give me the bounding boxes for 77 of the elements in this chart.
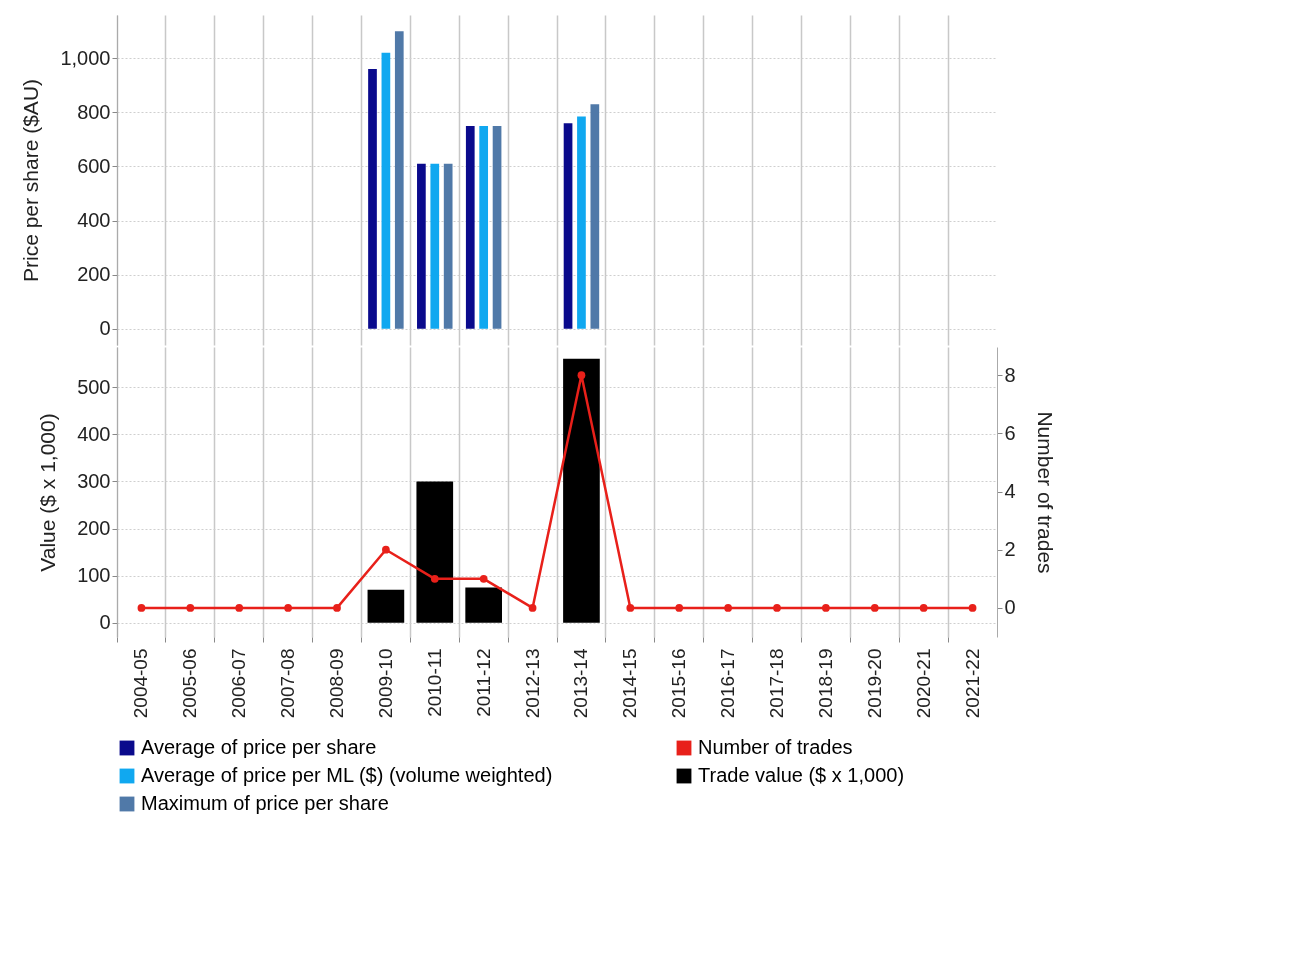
y-tick-label: 0 [99, 317, 111, 340]
point [968, 604, 977, 612]
bar [417, 163, 426, 329]
y-axis-title: Value ($ x 1,000) [36, 413, 60, 572]
point [822, 604, 830, 612]
legend-label: Average of price per ML ($) (volume weighted) [141, 764, 553, 786]
x-tick-label: 2008-09 [326, 648, 347, 719]
point [724, 604, 732, 612]
x-tick-label: 2009-10 [374, 648, 396, 719]
point [186, 604, 195, 612]
x-tick-label: 2021-22 [961, 648, 983, 719]
x-tick-label: 2014-15 [619, 648, 641, 719]
bar [416, 481, 454, 623]
point [137, 604, 146, 612]
x-tick-label: 2020-21 [912, 648, 934, 719]
x-tick-label: 2013-14 [570, 648, 592, 719]
y-tick-label: 600 [77, 154, 111, 177]
point [773, 604, 781, 612]
y-tick-label: 0 [99, 611, 111, 634]
y-tick-label: 800 [77, 100, 111, 123]
x-tick-label: 2007-08 [277, 648, 299, 719]
point [870, 604, 879, 612]
legend-label: Maximum of price per share [141, 792, 389, 814]
y-tick-label: 1,000 [60, 46, 111, 69]
bar [465, 587, 502, 623]
bar [430, 163, 440, 329]
y2-tick-label: 4 [1004, 480, 1016, 503]
y-tick-label: 500 [77, 375, 111, 398]
legend-label: Number of trades [698, 736, 853, 758]
y-tick-label: 100 [77, 564, 111, 587]
bar [367, 589, 405, 623]
legend-label: Average of price per share [141, 736, 377, 758]
bar [492, 125, 502, 329]
x-tick-label: 2006-07 [228, 648, 250, 719]
y2-tick-label: 6 [1004, 421, 1016, 444]
bar [368, 69, 377, 329]
x-tick-label: 2019-20 [863, 648, 885, 719]
y2-tick-label: 0 [1004, 596, 1016, 619]
point [430, 574, 439, 583]
point [919, 604, 928, 612]
bar [394, 31, 404, 329]
bar [381, 52, 391, 329]
y-tick-label: 400 [77, 209, 111, 232]
x-tick-label: 2011-12 [472, 648, 494, 717]
point [577, 371, 586, 380]
point [675, 604, 684, 612]
x-tick-label: 2004-05 [130, 648, 152, 719]
y-axis-title: Price per share ($AU) [19, 78, 43, 283]
bar [465, 125, 475, 329]
y-tick-label: 200 [77, 263, 111, 286]
y-tick-label: 400 [77, 422, 111, 445]
bar [479, 125, 489, 329]
x-tick-label: 2005-06 [179, 648, 201, 719]
point [528, 604, 537, 612]
point [284, 604, 292, 612]
y-tick-label: 300 [77, 469, 111, 492]
y2-tick-label: 8 [1004, 363, 1016, 386]
x-tick-label: 2015-16 [668, 648, 690, 719]
x-tick-label: 2010-11 [423, 648, 445, 717]
point [382, 545, 390, 554]
point [626, 604, 635, 612]
x-tick-label: 2012-13 [521, 648, 543, 719]
bar [577, 116, 586, 329]
y2-tick-label: 2 [1004, 538, 1016, 561]
x-tick-label: 2017-18 [766, 648, 787, 719]
y2-axis-title: Number of trades [1033, 411, 1057, 574]
point [333, 604, 341, 612]
bar [563, 358, 600, 623]
x-tick-label: 2018-19 [814, 648, 836, 719]
bar [590, 104, 600, 329]
y-tick-label: 200 [77, 517, 111, 540]
point [235, 604, 244, 612]
x-tick-label: 2016-17 [717, 648, 739, 719]
legend-label: Trade value ($ x 1,000) [698, 764, 905, 786]
point [479, 574, 488, 583]
bar [443, 163, 453, 329]
bar [563, 123, 573, 329]
